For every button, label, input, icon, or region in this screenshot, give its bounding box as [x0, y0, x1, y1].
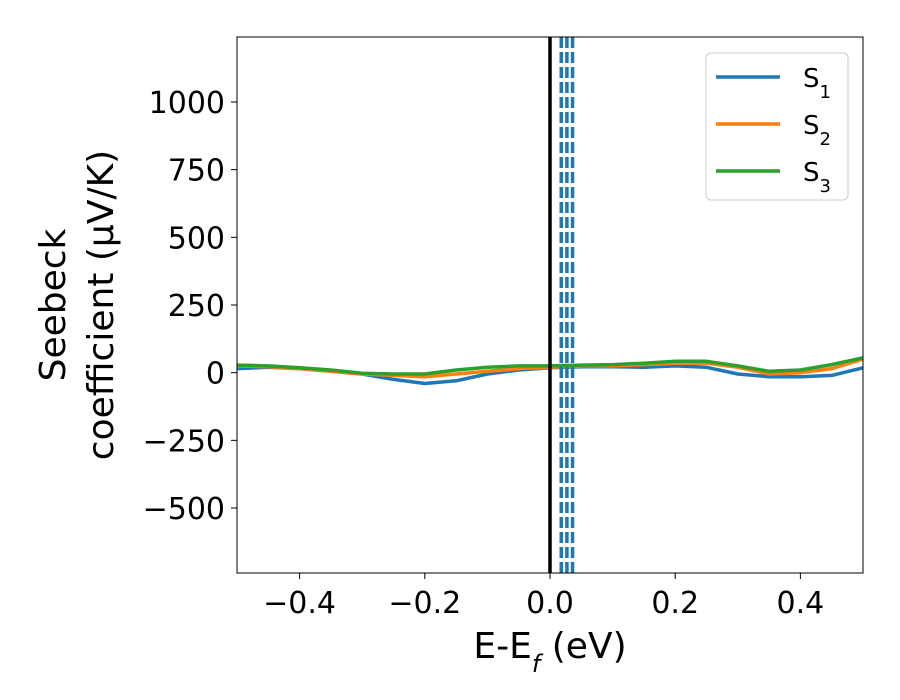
- x-tick-label: 0.4: [777, 586, 825, 621]
- legend-label-2: S2: [803, 111, 831, 150]
- x-axis-label-unit: (eV): [540, 626, 626, 667]
- y-tick-label: 1000: [149, 86, 225, 121]
- y-tick-label: 500: [168, 221, 225, 256]
- x-tick-label: −0.4: [263, 586, 336, 621]
- x-axis-label: E-Ef (eV): [473, 626, 626, 678]
- axis-ticks: −0.4 −0.2 0.0 0.2 0.4 −500 −250 0 250 500 750 1000: [143, 86, 825, 621]
- legend: S1 S2 S3: [705, 52, 849, 201]
- x-tick-label: 0.0: [526, 586, 574, 621]
- y-tick-label: −250: [143, 424, 225, 459]
- y-tick-label: 250: [168, 289, 225, 324]
- x-tick-label: −0.2: [388, 586, 461, 621]
- x-axis-label-main: E-E: [473, 626, 531, 667]
- plot-content: [236, 37, 864, 573]
- x-tick-label: 0.2: [651, 586, 699, 621]
- legend-label-3: S3: [803, 158, 831, 197]
- y-axis-label-line1: Seebeck: [33, 228, 74, 381]
- y-tick-label: 750: [168, 154, 225, 189]
- y-axis-label-line2: coefficient (μV/K): [81, 150, 122, 460]
- y-tick-label: −500: [143, 492, 225, 527]
- y-tick-label: 0: [206, 357, 225, 392]
- legend-box: [705, 52, 849, 201]
- legend-label-1: S1: [803, 64, 831, 103]
- y-axis-label: Seebeck coefficient (μV/K): [33, 150, 122, 460]
